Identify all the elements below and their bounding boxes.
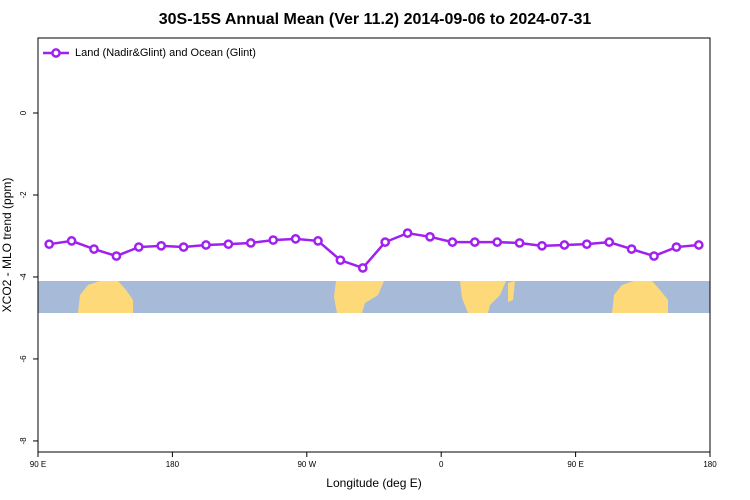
point	[44, 239, 55, 250]
x-axis-label: Longitude (deg E)	[326, 476, 421, 490]
point	[425, 231, 435, 242]
y-tick-label: -6	[19, 355, 28, 363]
point	[402, 228, 413, 238]
x-tick-label: 180	[703, 460, 717, 469]
x-tick-label: 90 E	[30, 460, 46, 469]
point	[156, 240, 167, 251]
point	[133, 242, 144, 252]
point	[492, 237, 503, 247]
map-strip	[38, 281, 710, 313]
legend-label: Land (Nadir&Glint) and Ocean (Glint)	[75, 47, 256, 59]
point	[604, 237, 615, 247]
legend-marker	[51, 48, 61, 58]
point	[245, 238, 256, 248]
land	[612, 281, 668, 313]
series-line	[49, 231, 699, 270]
y-axis-label: XCO2 - MLO trend (ppm)	[0, 178, 14, 313]
y-tick-label: -4	[19, 273, 28, 281]
x-tick-label: 180	[166, 460, 180, 469]
point	[693, 240, 704, 250]
chart-title: 30S-15S Annual Mean (Ver 11.2) 2014-09-0…	[159, 11, 592, 28]
point	[469, 237, 480, 247]
y-tick-label: -2	[19, 191, 28, 199]
point	[335, 255, 346, 266]
point	[66, 236, 77, 246]
plot-frame	[37, 37, 711, 453]
point	[313, 236, 323, 246]
point	[671, 242, 682, 252]
point	[537, 240, 547, 251]
point	[201, 240, 211, 250]
x-tick-label: 90 W	[297, 460, 316, 469]
point	[178, 242, 189, 252]
point	[290, 234, 301, 244]
land	[334, 281, 384, 313]
point	[649, 251, 659, 261]
point	[626, 244, 637, 254]
x-tick-label: 90 E	[567, 460, 583, 469]
point	[559, 240, 570, 250]
point	[581, 239, 592, 250]
point	[514, 238, 525, 248]
y-tick-label: -8	[19, 437, 28, 445]
point	[111, 251, 122, 261]
point	[357, 263, 368, 273]
land	[460, 281, 506, 313]
land	[78, 281, 133, 313]
x-tick-label: 0	[439, 460, 444, 469]
y-tick-label: 0	[19, 110, 28, 115]
point	[268, 235, 279, 245]
point	[223, 239, 234, 250]
point	[380, 237, 391, 247]
land	[508, 281, 515, 302]
point	[89, 244, 99, 254]
point	[447, 237, 458, 247]
